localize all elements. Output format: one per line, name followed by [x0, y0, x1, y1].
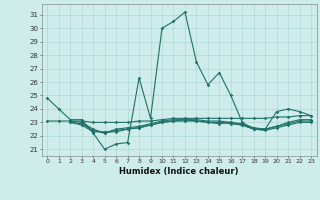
X-axis label: Humidex (Indice chaleur): Humidex (Indice chaleur): [119, 167, 239, 176]
